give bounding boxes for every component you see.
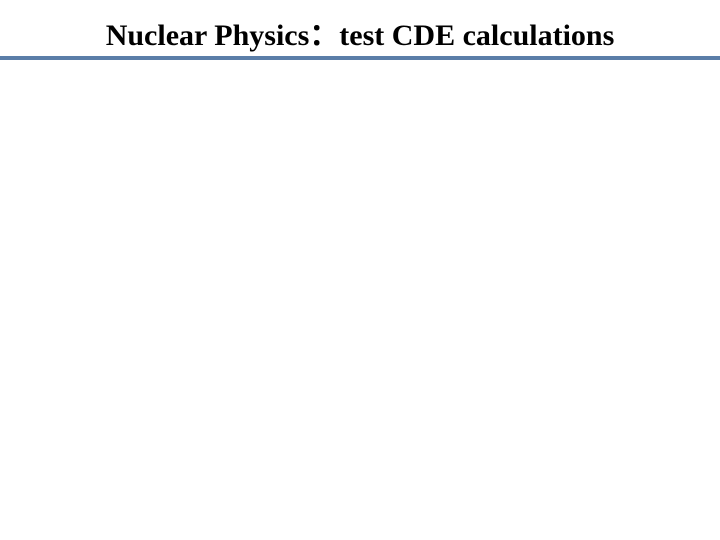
title-container: Nuclear Physics：test CDE calculations	[0, 10, 720, 54]
title-underline	[0, 56, 720, 60]
slide-title: Nuclear Physics：test CDE calculations	[0, 10, 720, 54]
slide: Nuclear Physics：test CDE calculations	[0, 0, 720, 540]
